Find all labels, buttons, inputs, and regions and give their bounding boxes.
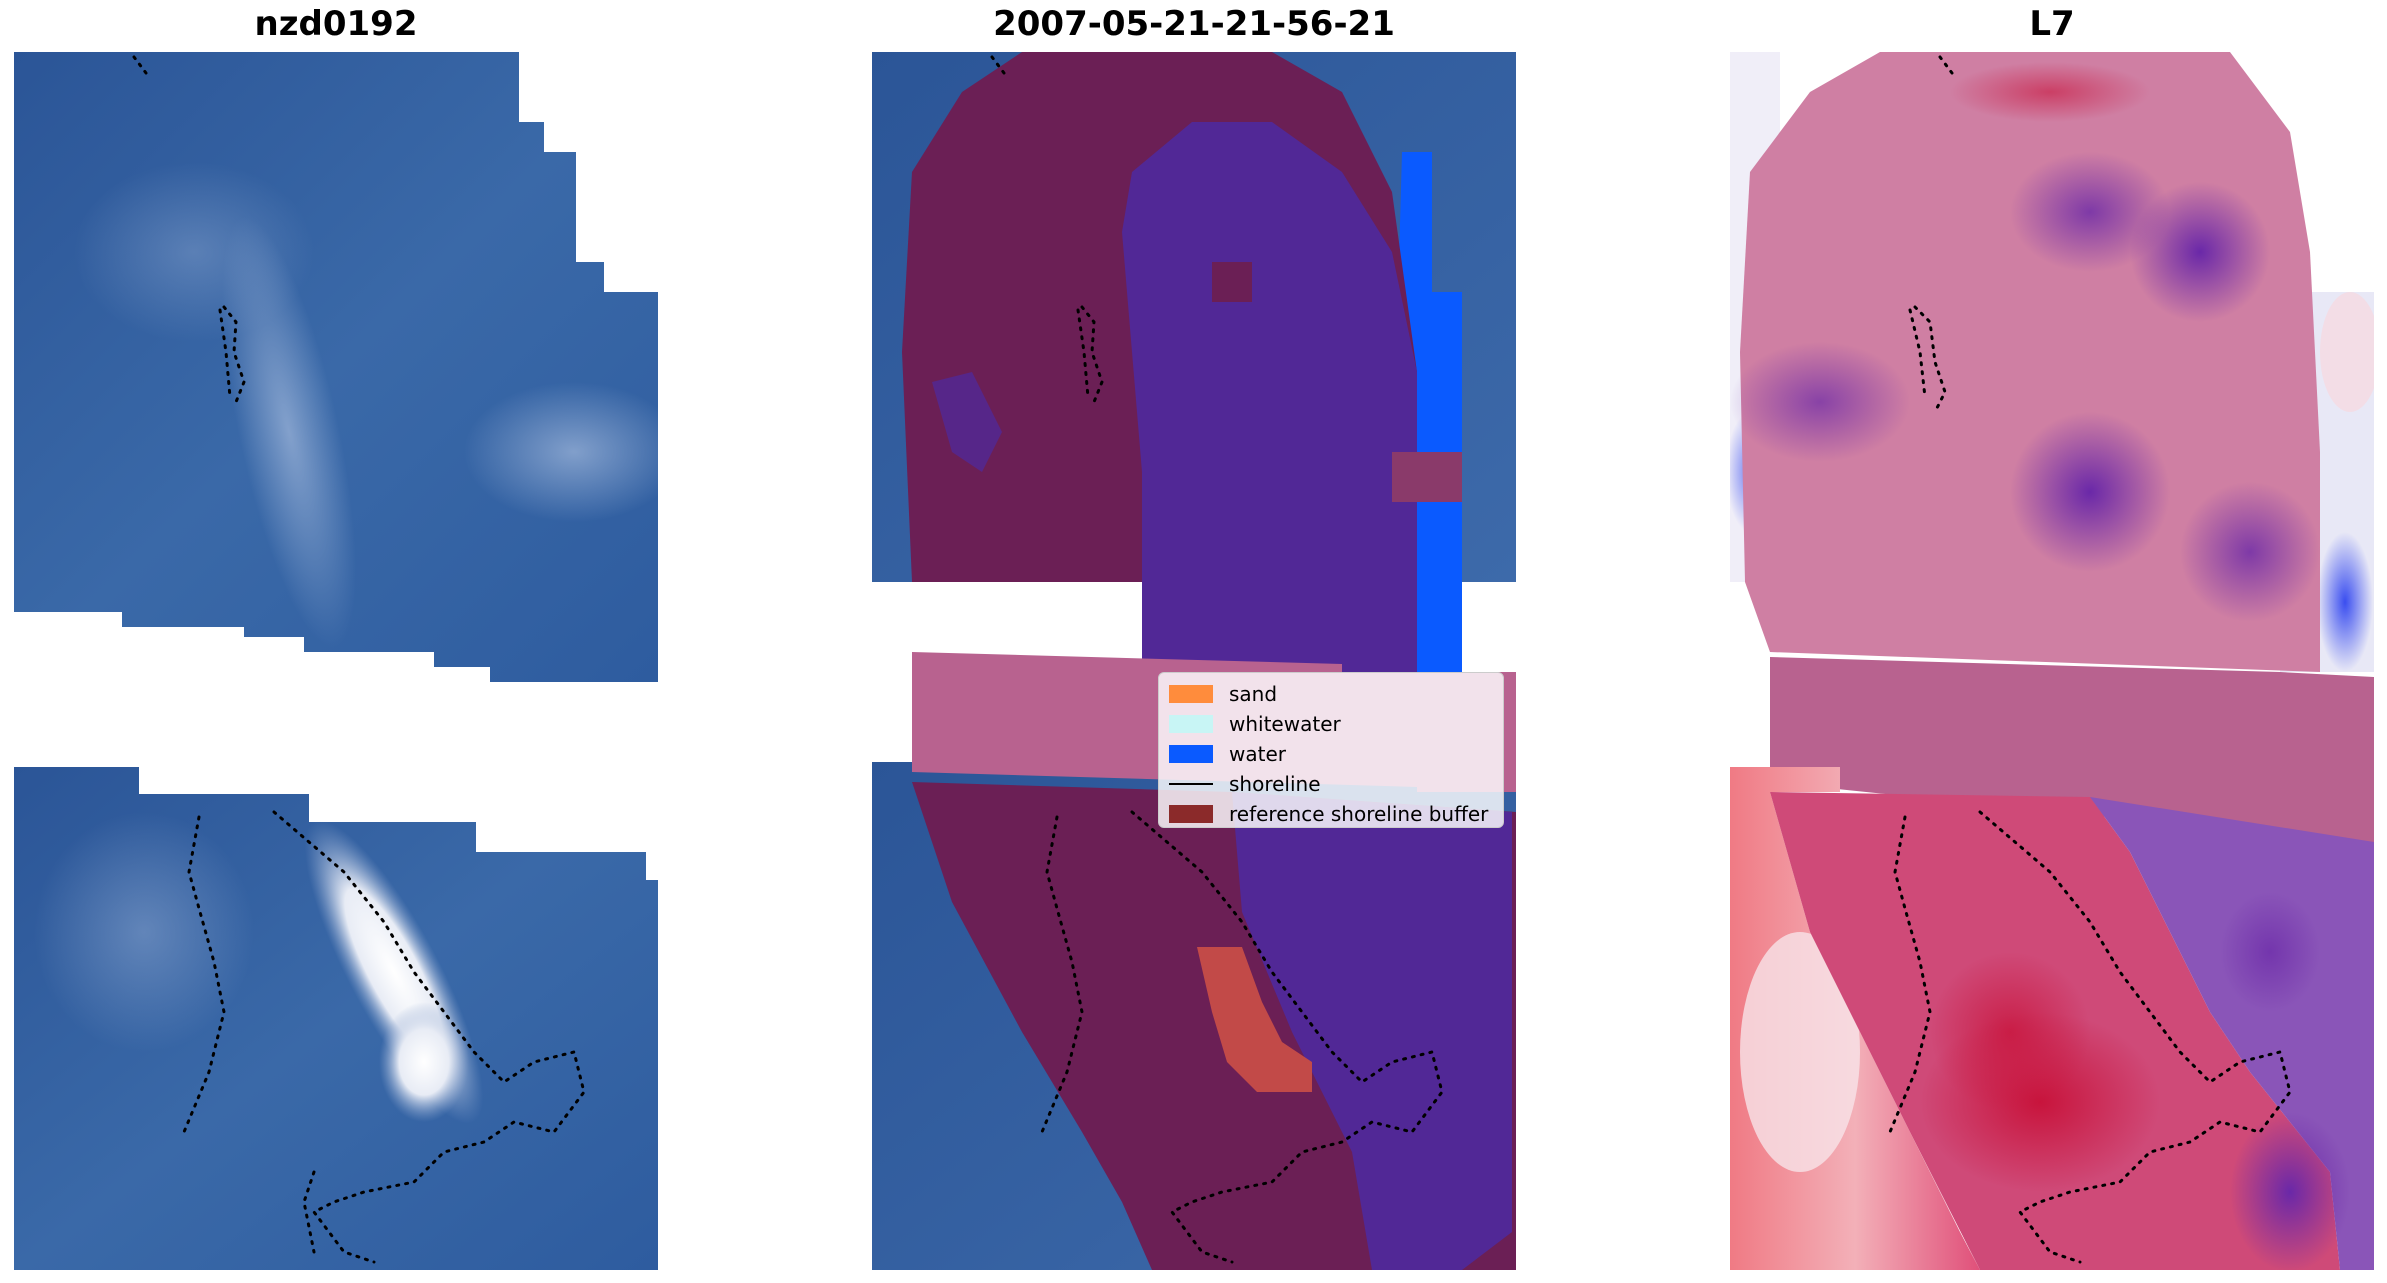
legend-swatch-whitewater	[1169, 715, 1213, 733]
legend-item-shoreline: shoreline	[1169, 769, 1493, 799]
legend-label: water	[1229, 742, 1286, 766]
legend-label: shoreline	[1229, 772, 1321, 796]
legend-item-water: water	[1169, 739, 1493, 769]
legend-label: whitewater	[1229, 712, 1341, 736]
legend-swatch-water	[1169, 745, 1213, 763]
rgb-image-panel	[14, 52, 658, 1270]
panel-title-rgb: nzd0192	[254, 4, 418, 44]
legend: sand whitewater water shoreline referenc…	[1158, 672, 1504, 828]
water-class-top	[1122, 122, 1417, 682]
shoreline-dots	[132, 55, 586, 1264]
legend-label: reference shoreline buffer	[1229, 802, 1489, 826]
water-class-bottom	[1232, 792, 1512, 1270]
legend-item-buffer: reference shoreline buffer	[1169, 799, 1493, 829]
panel-title-date: 2007-05-21-21-56-21	[993, 4, 1395, 44]
legend-swatch-sand	[1169, 685, 1213, 703]
legend-label: sand	[1229, 682, 1278, 706]
gap-band-index	[1770, 592, 2374, 842]
legend-line-shoreline	[1169, 783, 1213, 785]
sand-class	[1197, 947, 1312, 1092]
legend-swatch-buffer	[1169, 805, 1213, 823]
legend-item-sand: sand	[1169, 679, 1493, 709]
classified-image-panel	[872, 52, 1516, 1270]
index-image-panel	[1730, 52, 2374, 1270]
panel-title-satellite: L7	[2029, 4, 2075, 44]
legend-item-whitewater: whitewater	[1169, 709, 1493, 739]
